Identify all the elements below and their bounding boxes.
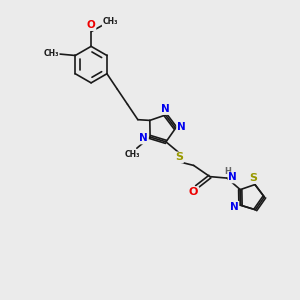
Text: S: S bbox=[250, 173, 257, 183]
Text: N: N bbox=[229, 172, 237, 182]
Text: O: O bbox=[87, 20, 95, 30]
Text: O: O bbox=[189, 187, 198, 197]
Text: CH₃: CH₃ bbox=[44, 49, 59, 58]
Text: N: N bbox=[139, 134, 148, 143]
Text: N: N bbox=[177, 122, 186, 132]
Text: H: H bbox=[224, 167, 231, 176]
Text: CH₃: CH₃ bbox=[125, 150, 140, 159]
Text: N: N bbox=[230, 202, 239, 212]
Text: N: N bbox=[160, 104, 169, 114]
Text: S: S bbox=[175, 152, 183, 163]
Text: CH₃: CH₃ bbox=[103, 17, 118, 26]
